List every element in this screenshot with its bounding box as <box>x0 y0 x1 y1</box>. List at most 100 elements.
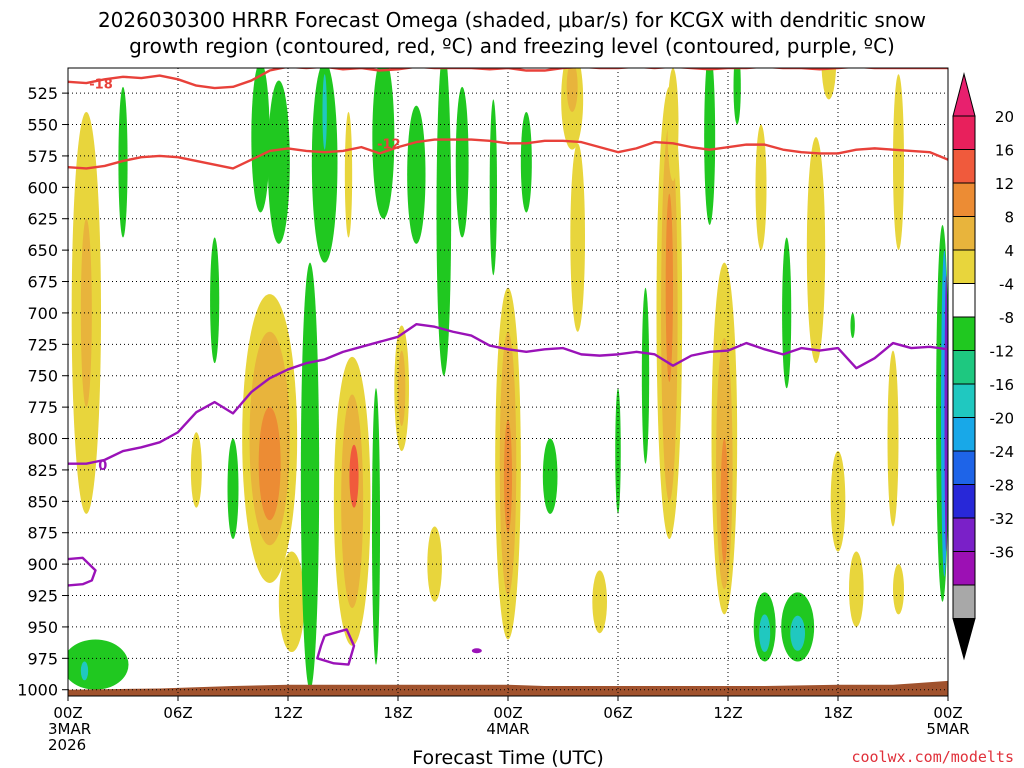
colorbar-label-5: -4 <box>999 276 1014 294</box>
omega-cell-24 <box>398 350 406 426</box>
omega-cell-36 <box>566 68 578 112</box>
omega-cell-66 <box>944 275 948 552</box>
freezing-contour-0-label: 0 <box>98 459 107 474</box>
omega-cell-22 <box>372 68 395 219</box>
colorbar-label-10: -24 <box>990 443 1015 461</box>
omega-cell-34 <box>542 438 558 514</box>
y-axis-ticks: 525 550 575 600 625 650 675 700 725 750 775 800 825 8… <box>17 84 68 700</box>
colorbar-segment-11 <box>952 484 976 519</box>
x-tick-label-30-0: 06Z <box>603 704 632 722</box>
colorbar: 20 16 12 8 4 -4 -8 -12 -16 -20 -24 -28 -32 -36 <box>952 72 1015 661</box>
colorbar-segment-13 <box>952 551 976 586</box>
colorbar-label-11: -28 <box>990 477 1015 495</box>
omega-cell-25 <box>407 105 426 244</box>
x-tick-label-18-0: 18Z <box>383 704 412 722</box>
freezing-contour-dot <box>471 648 482 654</box>
y-tick-label-850: 850 <box>27 492 58 511</box>
colorbar-segment-8 <box>952 383 976 418</box>
colorbar-label-4: 4 <box>1004 242 1014 260</box>
x-tick-label-6-0: 06Z <box>163 704 192 722</box>
omega-cell-39 <box>615 388 621 514</box>
omega-cell-1 <box>80 218 92 408</box>
colorbar-segment-7 <box>952 350 976 385</box>
y-tick-label-750: 750 <box>27 367 58 386</box>
y-tick-label-700: 700 <box>27 304 58 323</box>
contours: -18 -12 0 <box>68 68 948 666</box>
y-tick-label-800: 800 <box>27 430 58 449</box>
colorbar-segment-6 <box>952 316 976 351</box>
colorbar-label-0: 20 <box>995 108 1014 126</box>
colorbar-bottom-arrow <box>952 618 976 661</box>
colorbar-segment-0 <box>952 115 976 150</box>
omega-cell-50 <box>733 68 741 125</box>
omega-cell-12 <box>258 407 281 521</box>
y-tick-label-725: 725 <box>27 335 58 354</box>
omega-cell-14 <box>300 262 320 690</box>
y-tick-label-600: 600 <box>27 178 58 197</box>
colorbar-segment-12 <box>952 517 976 552</box>
x-tick-label-12-0: 12Z <box>273 704 302 722</box>
dgz-contour-1 <box>68 138 948 170</box>
omega-cell-3 <box>68 639 129 690</box>
omega-cell-55 <box>790 615 806 651</box>
grid-lines <box>67 68 949 696</box>
omega-cell-8 <box>251 68 270 213</box>
omega-cell-45 <box>704 68 716 225</box>
x-tick-label-48-1: 5MAR <box>926 720 969 738</box>
y-tick-label-575: 575 <box>27 147 58 166</box>
omega-cell-27 <box>427 526 442 602</box>
omega-cell-15 <box>311 68 338 263</box>
omega-cell-57 <box>821 68 837 100</box>
x-tick-label-0-2: 2026 <box>48 736 86 754</box>
freezing-contour-1 <box>68 556 97 587</box>
omega-cell-9 <box>267 80 290 244</box>
y-tick-label-825: 825 <box>27 461 58 480</box>
y-tick-label-975: 975 <box>27 649 58 668</box>
omega-cell-26 <box>436 68 452 376</box>
colorbar-segment-1 <box>952 149 976 184</box>
y-tick-label-900: 900 <box>27 555 58 574</box>
colorbar-segment-9 <box>952 417 976 452</box>
omega-cell-42 <box>665 193 673 382</box>
y-tick-label-925: 925 <box>27 587 58 606</box>
colorbar-label-1: 16 <box>995 142 1014 160</box>
colorbar-label-7: -12 <box>990 343 1015 361</box>
x-axis-label: Forecast Time (UTC) <box>412 747 603 768</box>
omega-cell-62 <box>893 74 904 251</box>
dgz-contour-1-label: -12 <box>377 138 401 153</box>
dgz-contour-0 <box>68 68 948 90</box>
omega-cell-43 <box>641 287 650 464</box>
dgz-contour-0-label: -18 <box>89 77 113 92</box>
omega-cell-33 <box>520 111 532 213</box>
omega-cell-29 <box>489 99 498 276</box>
omega-cell-21 <box>371 388 381 665</box>
credit-text: coolwx.com/modelts <box>851 748 1014 766</box>
omega-cell-20 <box>349 444 359 508</box>
y-tick-label-875: 875 <box>27 524 58 543</box>
y-tick-label-625: 625 <box>27 210 58 229</box>
omega-cell-16 <box>322 74 327 150</box>
y-tick-label-650: 650 <box>27 241 58 260</box>
colorbar-label-6: -8 <box>999 309 1014 327</box>
x-tick-label-48-0: 00Z <box>933 704 962 722</box>
omega-cell-49 <box>755 124 767 251</box>
x-tick-label-0-1: 3MAR <box>48 720 91 738</box>
chart-title-line-1: 2026030300 HRRR Forecast Omega (shaded, … <box>98 8 926 32</box>
x-tick-label-42-0: 18Z <box>823 704 852 722</box>
colorbar-label-2: 12 <box>995 175 1014 193</box>
colorbar-label-12: -32 <box>990 510 1015 528</box>
colorbar-label-13: -36 <box>990 544 1015 562</box>
omega-cell-37 <box>570 143 586 332</box>
omega-cell-61 <box>887 350 899 527</box>
y-tick-label-950: 950 <box>27 618 58 637</box>
omega-cell-63 <box>893 564 904 615</box>
colorbar-segment-3 <box>952 216 976 251</box>
omega-cell-44 <box>667 68 679 182</box>
colorbar-label-3: 8 <box>1004 209 1014 227</box>
omega-cell-17 <box>344 111 353 238</box>
y-tick-label-525: 525 <box>27 84 58 103</box>
omega-cell-60 <box>850 312 855 339</box>
omega-cell-28 <box>455 86 469 238</box>
